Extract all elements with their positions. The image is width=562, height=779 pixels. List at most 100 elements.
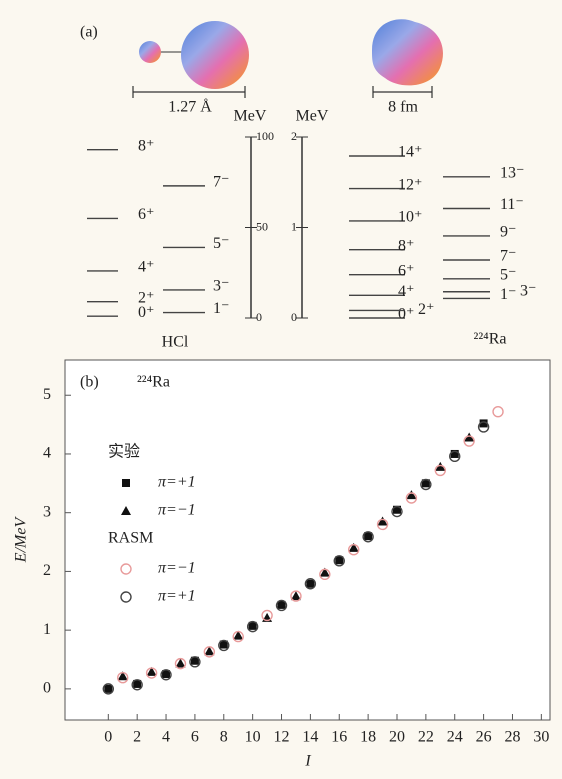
point [306,579,315,588]
level-label: 5⁻ [213,235,229,252]
y-tick-label: 0 [43,680,51,697]
level-label: 4⁺ [138,259,154,276]
level-label: 4⁺ [398,283,414,300]
point [304,578,317,590]
point [406,490,417,500]
scale-bars [132,86,433,98]
x-tick-label: 18 [360,729,376,746]
x-tick-label: 8 [220,729,228,746]
level-label: 3⁻ [213,278,229,295]
level-label: 8⁺ [398,237,414,254]
point [335,556,344,565]
level-label: 6⁺ [138,206,154,223]
point [160,669,172,681]
legend-title: RASM [108,530,153,547]
level-label: 8⁺ [138,137,154,154]
point [248,621,257,630]
point [290,590,302,602]
point [145,667,158,679]
x-tick-label: 30 [533,729,549,746]
point [420,478,432,491]
level-label: 0⁺ [398,306,414,323]
point [189,656,201,668]
point [464,432,475,442]
level-label: 1⁻ [213,300,229,317]
level-label: 11⁻ [500,196,524,213]
energy-tick-label: 0 [291,310,297,324]
legend-label: π=+1 [158,474,196,491]
x-tick-label: 2 [133,729,141,746]
point [449,450,461,463]
x-axis-label: I [304,753,311,770]
x-tick-label: 12 [274,729,290,746]
legend-marker [121,506,131,515]
atom-cl [181,21,249,89]
energy-tick-label: 0 [256,310,262,324]
point [174,657,187,670]
system-name: ²²⁴Ra [474,331,507,348]
point [347,543,360,556]
panel-label: (a) [80,24,98,41]
x-tick-label: 10 [245,729,261,746]
point [233,630,244,640]
point [133,679,142,688]
point [319,567,330,577]
y-tick-label: 1 [43,621,51,638]
level-label: 13⁻ [500,164,524,181]
level-label: 7⁻ [500,248,516,265]
point [102,683,115,695]
legend-title: 实验 [108,443,140,461]
point [175,658,186,668]
y-tick-label: 3 [43,503,51,520]
energy-tick-label: 1 [291,219,297,233]
x-tick-label: 4 [162,729,170,746]
x-tick-label: 22 [418,729,434,746]
level-label: 14⁺ [398,144,422,161]
x-tick-label: 0 [104,729,112,746]
point [333,555,345,567]
axis-unit: MeV [296,108,329,125]
point [117,671,128,681]
point [277,600,286,609]
panel-label: (b) [80,374,99,391]
level-label: 2⁺ [418,301,434,318]
x-tick-label: 28 [504,729,520,746]
point [364,532,373,541]
plot-area [64,359,551,721]
legend-label: π=+1 [158,588,196,605]
point [146,666,157,676]
point [479,419,488,428]
point [104,684,113,693]
level-label: 6⁺ [398,262,414,279]
level-label: 10⁺ [398,209,422,226]
x-tick-label: 24 [447,729,463,746]
x-tick-label: 20 [389,729,405,746]
annotation: ²²⁴Ra [137,374,170,391]
point [203,646,216,658]
level-label: 2⁺ [138,289,154,306]
x-tick-label: 14 [302,729,318,746]
point [421,479,430,488]
legend-marker [120,563,132,575]
energy-tick-label: 100 [256,129,274,143]
point [246,620,259,633]
point [319,568,331,581]
legend-marker [122,479,130,487]
point [261,609,273,622]
point [162,670,171,679]
energy-tick-label: 50 [256,219,268,233]
scale-label: 8 fm [388,99,418,116]
level-label: 12⁺ [398,176,422,193]
point [492,405,504,418]
legend-marker [120,591,132,603]
level-label: 9⁻ [500,224,516,241]
x-tick-label: 6 [191,729,199,746]
point [463,435,475,447]
point [362,531,374,543]
axis-unit: MeV [234,108,267,125]
point [434,464,446,477]
point [377,516,388,526]
point [376,518,389,531]
